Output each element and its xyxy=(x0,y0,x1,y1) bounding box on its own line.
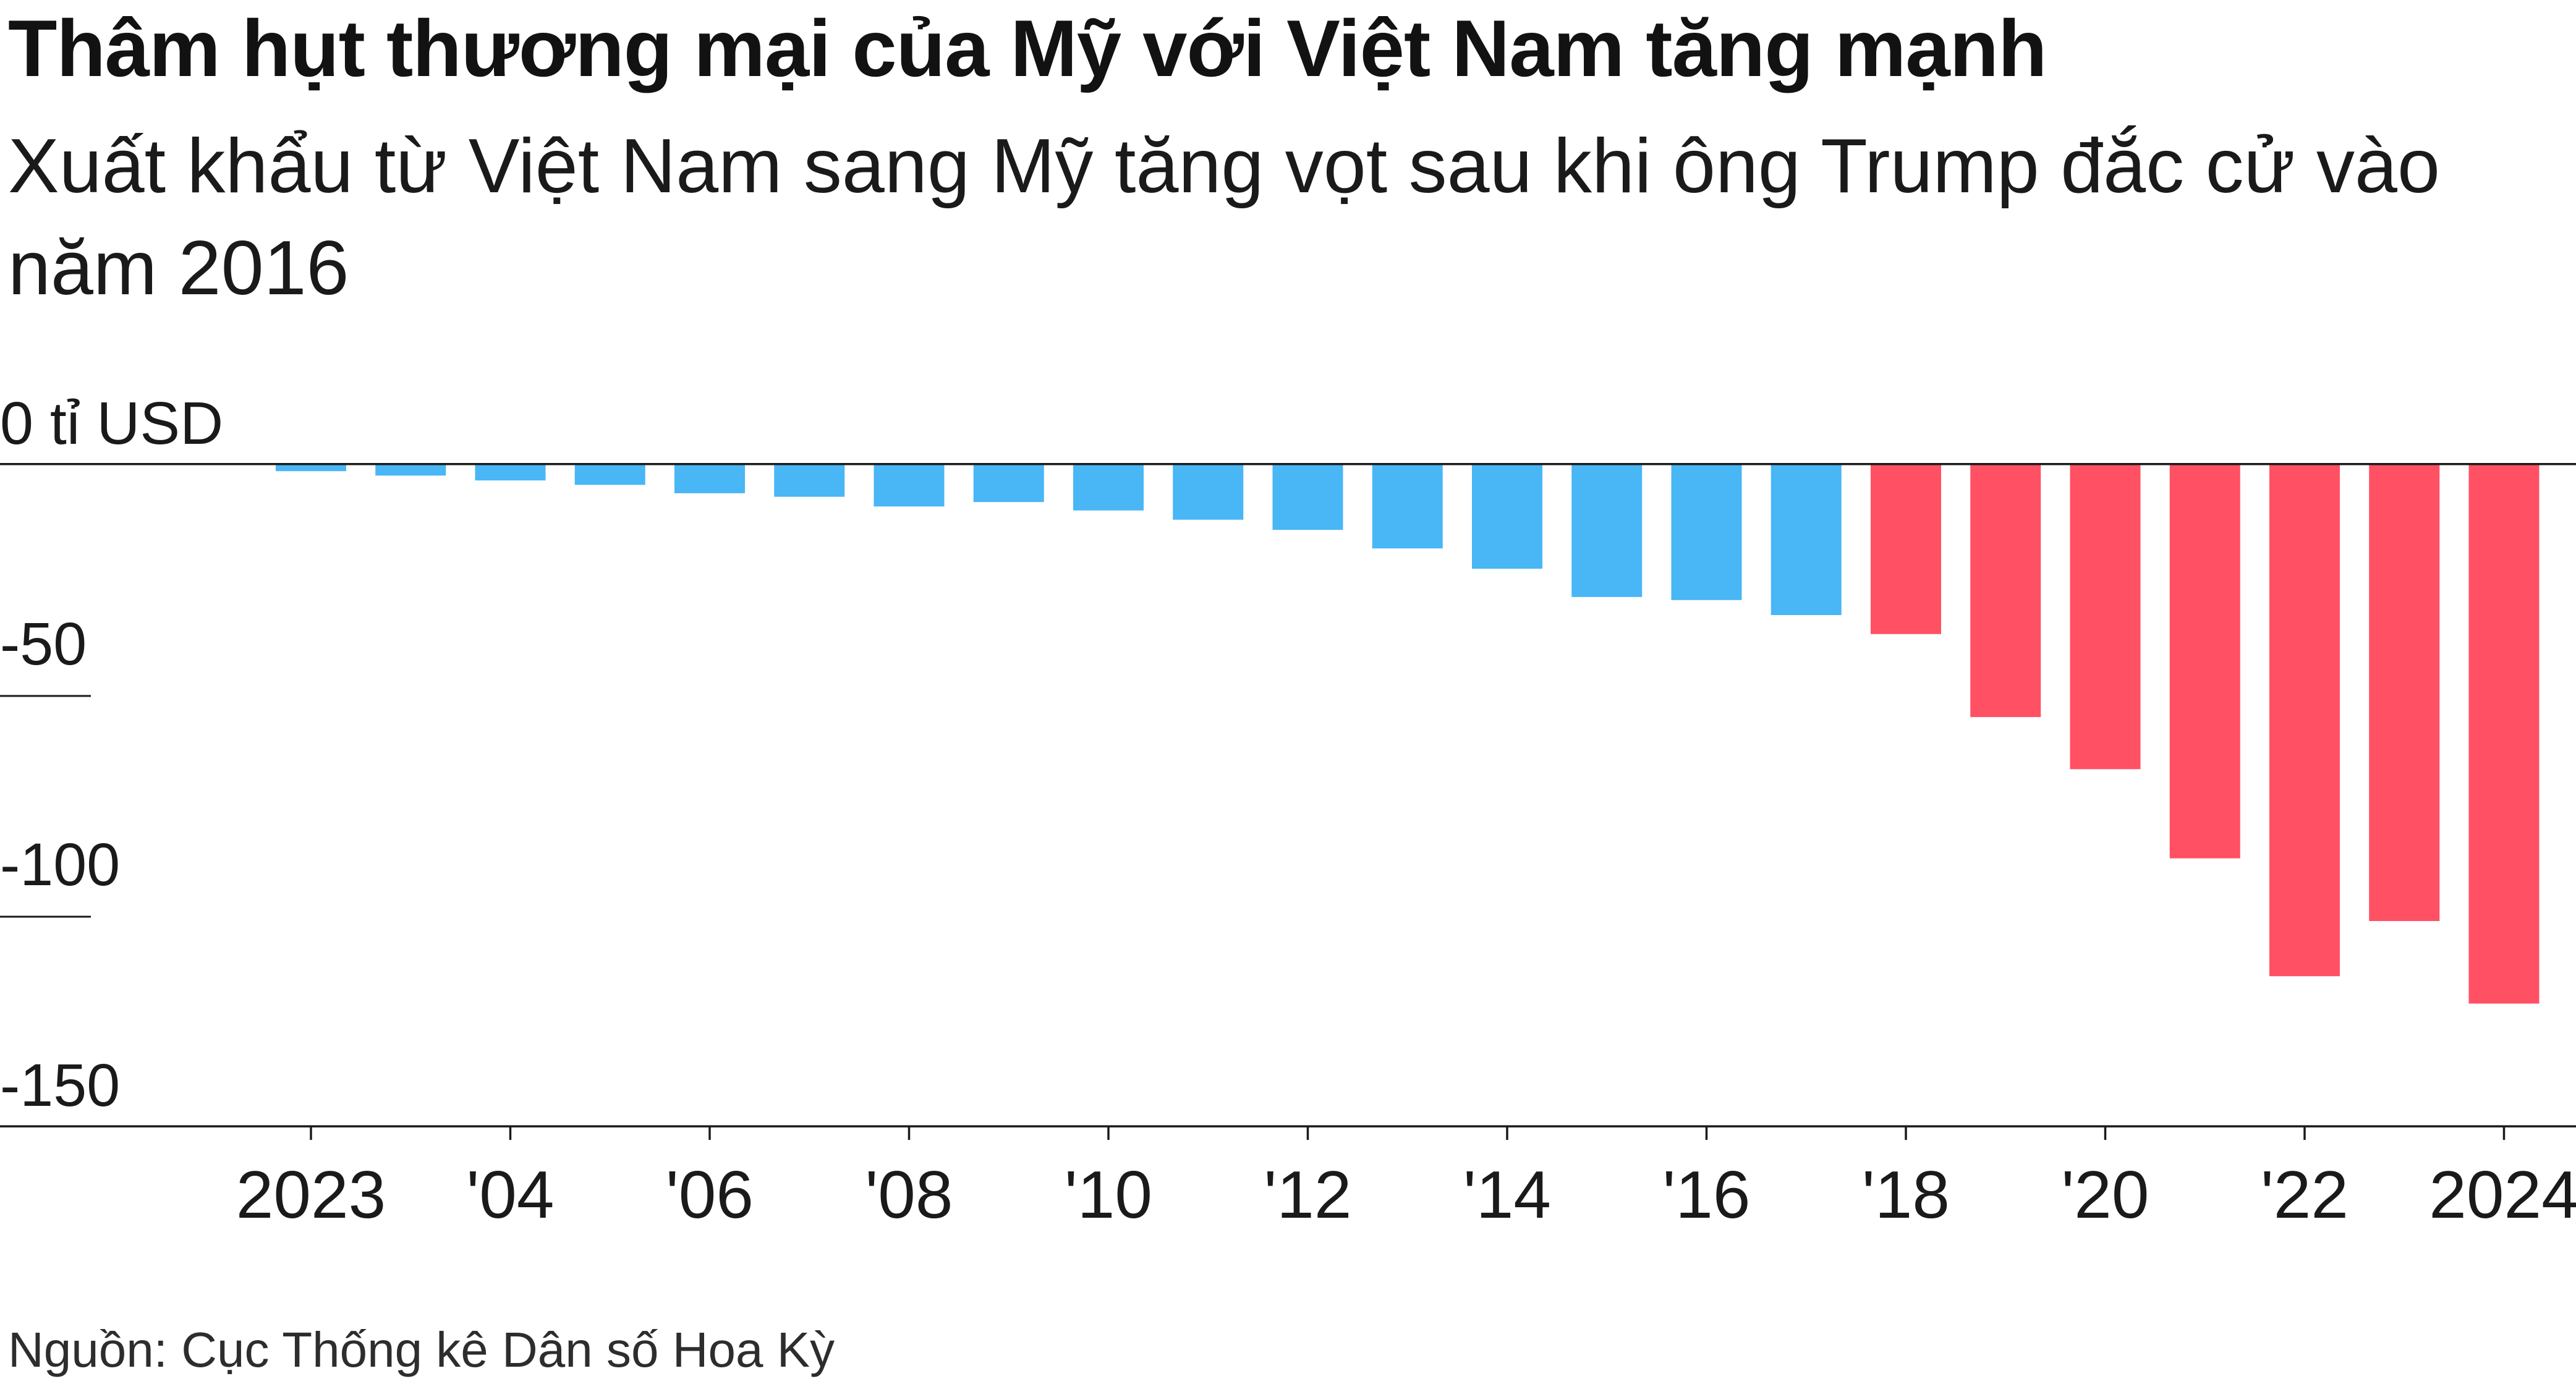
svg-text:'08: '08 xyxy=(865,1157,953,1233)
svg-text:'12: '12 xyxy=(1264,1157,1351,1233)
svg-text:-50: -50 xyxy=(0,610,87,677)
svg-text:2024: 2024 xyxy=(2429,1157,2576,1233)
svg-text:'22: '22 xyxy=(2261,1157,2349,1233)
svg-text:0 tỉ USD: 0 tỉ USD xyxy=(0,389,223,457)
svg-text:'20: '20 xyxy=(2061,1157,2149,1233)
svg-text:'14: '14 xyxy=(1463,1157,1551,1233)
svg-text:'06: '06 xyxy=(666,1157,754,1233)
svg-text:-150: -150 xyxy=(0,1051,120,1119)
svg-text:'04: '04 xyxy=(466,1157,554,1233)
svg-text:'16: '16 xyxy=(1662,1157,1750,1233)
svg-text:-100: -100 xyxy=(0,831,120,898)
svg-text:'10: '10 xyxy=(1065,1157,1152,1233)
svg-text:2023: 2023 xyxy=(236,1157,386,1233)
svg-text:'18: '18 xyxy=(1862,1157,1950,1233)
